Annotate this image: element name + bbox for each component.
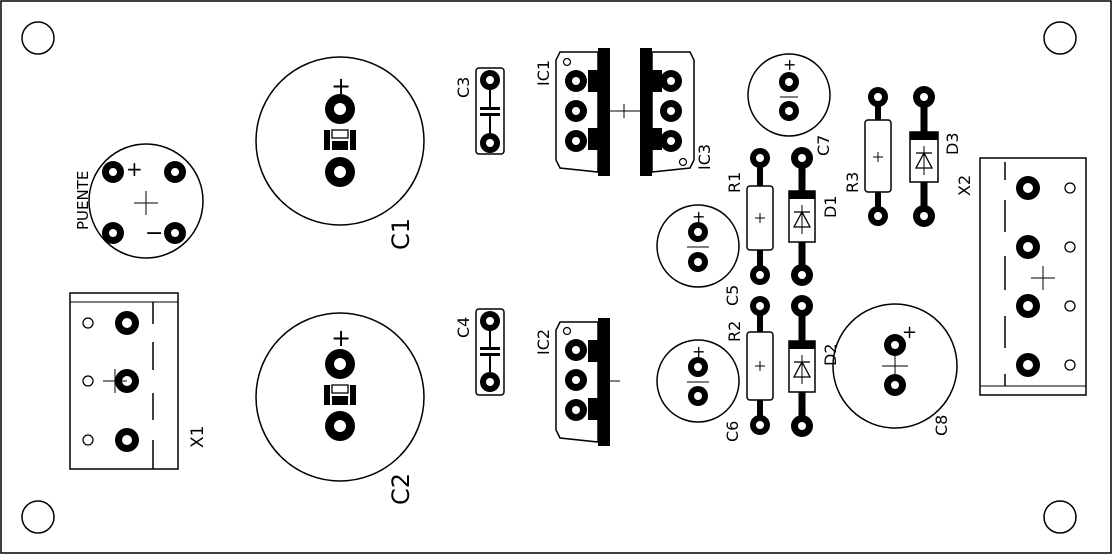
x2-body: [979, 157, 1087, 396]
label-x1: X1: [188, 426, 208, 448]
label-r3: R3: [843, 172, 862, 193]
capacitor-c3: C3: [454, 67, 505, 155]
label-ic3: IC3: [695, 144, 714, 170]
c1-plus-sign: +: [331, 72, 351, 100]
x1-body: [69, 292, 179, 470]
mounting-hole-top-right: [1043, 21, 1077, 55]
label-c3: C3: [454, 77, 473, 98]
bridge-minus-sign: −: [145, 221, 163, 246]
label-c4: C4: [454, 317, 473, 338]
capacitor-c5: + C5: [656, 204, 742, 306]
capacitor-c1: + C1: [255, 56, 425, 250]
label-c2: C2: [387, 473, 415, 505]
c8-plus-sign: +: [902, 322, 917, 343]
capacitor-c4: C4: [454, 308, 505, 396]
label-c1: C1: [387, 218, 415, 250]
capacitor-c2: + C2: [255, 312, 425, 505]
c3-outline: [475, 67, 505, 155]
regulator-ic2: IC2: [534, 318, 620, 446]
diode-d3: D3: [909, 86, 962, 227]
mounting-hole-top-left: [21, 21, 55, 55]
label-x2: X2: [955, 175, 974, 196]
label-puente: PUENTE: [74, 171, 92, 230]
label-c7: C7: [814, 135, 833, 156]
terminal-block-x1: X1: [69, 292, 208, 470]
c2-plus-sign: +: [331, 324, 351, 352]
resistor-r3: R3: [843, 87, 892, 226]
label-d2: D2: [821, 344, 840, 367]
capacitor-c6: + C6: [656, 339, 742, 442]
mounting-holes: [21, 21, 1077, 534]
c8-outline: [832, 303, 958, 429]
c1-outline: [255, 56, 425, 226]
bridge-body: [88, 143, 204, 259]
diode-d1: D1: [788, 147, 840, 286]
terminal-block-x2: X2: [955, 157, 1087, 396]
capacitor-c8: + C8: [832, 303, 958, 436]
label-d1: D1: [821, 196, 840, 219]
label-c6: C6: [723, 421, 742, 442]
mounting-hole-bottom-right: [1043, 500, 1077, 534]
bridge-pads: [102, 161, 186, 244]
bridge-plus-sign: +: [126, 157, 143, 181]
bridge-rectifier-puente: + − PUENTE: [74, 143, 204, 259]
resistor-r2: R2: [725, 296, 774, 435]
label-r2: R2: [725, 321, 744, 342]
label-r1: R1: [725, 172, 744, 193]
c5-outline: [656, 204, 740, 288]
resistor-r1: R1: [725, 148, 774, 285]
c6-plus-sign: +: [692, 342, 705, 361]
c5-plus-sign: +: [692, 207, 705, 226]
label-d3: D3: [943, 133, 962, 156]
ic3-outline: [651, 51, 695, 173]
c2-outline: [255, 312, 425, 482]
label-ic2: IC2: [534, 329, 553, 355]
c7-plus-sign: +: [783, 55, 796, 74]
label-c8: C8: [932, 415, 951, 436]
c6-outline: [656, 339, 740, 423]
label-c5: C5: [723, 285, 742, 306]
label-ic1: IC1: [534, 60, 553, 86]
regulator-ic3: IC3: [640, 48, 714, 176]
mounting-hole-bottom-left: [21, 500, 55, 534]
c4-outline: [475, 308, 505, 396]
regulator-ic1: IC1: [534, 48, 640, 176]
capacitor-c7: + C7: [747, 53, 833, 156]
c7-outline: [747, 53, 831, 137]
